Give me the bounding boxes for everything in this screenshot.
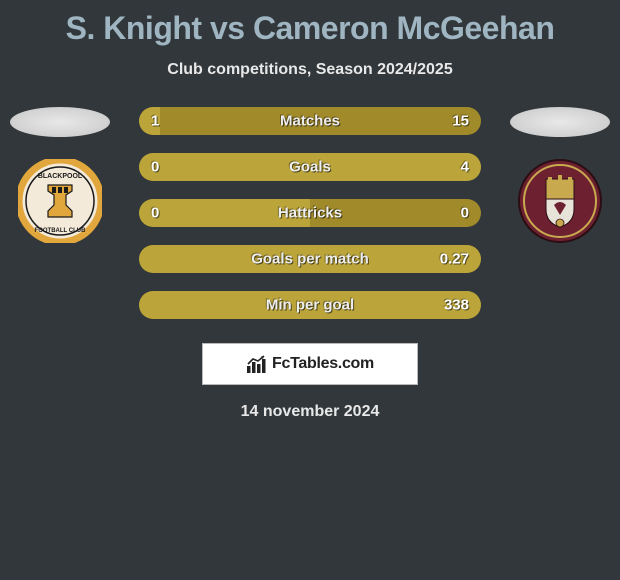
player-left-col: BLACKPOOL FOOTBALL CLUB: [10, 107, 110, 243]
stat-label: Hattricks: [278, 205, 342, 222]
content-area: BLACKPOOL FOOTBALL CLUB: [0, 107, 620, 421]
player-left-photo-placeholder: [10, 107, 110, 137]
player-right-photo-placeholder: [510, 107, 610, 137]
stat-row: Min per goal 338: [139, 291, 481, 319]
stat-row: 1 Matches 15: [139, 107, 481, 135]
stat-row: 0 Goals 4: [139, 153, 481, 181]
stat-left-value: 0: [151, 159, 159, 176]
stat-label: Goals per match: [251, 251, 369, 268]
date-text: 14 november 2024: [10, 403, 610, 421]
stat-label: Min per goal: [266, 297, 354, 314]
svg-text:BLACKPOOL: BLACKPOOL: [38, 173, 83, 180]
stat-left-value: 1: [151, 113, 159, 130]
player-right-col: [510, 107, 610, 243]
page-title: S. Knight vs Cameron McGeehan: [0, 10, 620, 47]
comparison-widget: S. Knight vs Cameron McGeehan Club compe…: [0, 0, 620, 421]
stat-row: 0 Hattricks 0: [139, 199, 481, 227]
stat-right-value: 4: [461, 159, 469, 176]
club-badge-left: BLACKPOOL FOOTBALL CLUB: [18, 159, 102, 243]
club-badge-right: [518, 159, 602, 243]
stat-row: Goals per match 0.27: [139, 245, 481, 273]
subtitle: Club competitions, Season 2024/2025: [0, 61, 620, 79]
stat-right-value: 338: [444, 297, 469, 314]
stat-label: Goals: [289, 159, 331, 176]
stat-right-value: 15: [452, 113, 469, 130]
blackpool-badge-icon: BLACKPOOL FOOTBALL CLUB: [18, 159, 102, 243]
brand-box[interactable]: FcTables.com: [202, 343, 418, 385]
chart-icon: [246, 354, 268, 374]
stats-list: 1 Matches 15 0 Goals 4 0 Hattricks 0 Goals per ma…: [139, 107, 481, 319]
brand-text: FcTables.com: [272, 355, 374, 373]
stat-label: Matches: [280, 113, 340, 130]
svg-text:FOOTBALL CLUB: FOOTBALL CLUB: [35, 228, 87, 234]
stat-left-value: 0: [151, 205, 159, 222]
stat-right-value: 0: [461, 205, 469, 222]
northampton-badge-icon: [518, 159, 602, 243]
stat-right-value: 0.27: [440, 251, 469, 268]
